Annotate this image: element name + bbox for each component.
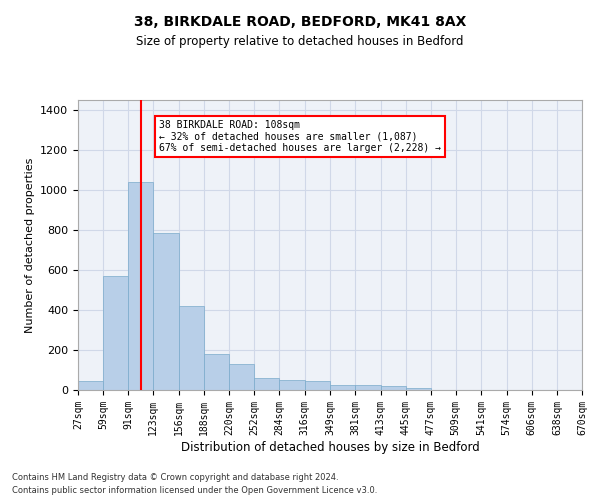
Bar (380, 386, 406, 390)
Bar (331, 384, 355, 390)
Bar (406, 388, 431, 390)
Bar (229, 364, 254, 390)
Text: Size of property relative to detached houses in Bedford: Size of property relative to detached ho… (136, 35, 464, 48)
Text: Contains public sector information licensed under the Open Government Licence v3: Contains public sector information licen… (12, 486, 377, 495)
Bar (254, 378, 280, 390)
Bar (204, 354, 229, 390)
Bar (305, 382, 331, 390)
Bar (179, 306, 204, 390)
Bar (128, 182, 153, 390)
Bar (103, 276, 128, 390)
X-axis label: Distribution of detached houses by size in Bedford: Distribution of detached houses by size … (181, 440, 479, 454)
Y-axis label: Number of detached properties: Number of detached properties (25, 158, 35, 332)
Text: Contains HM Land Registry data © Crown copyright and database right 2024.: Contains HM Land Registry data © Crown c… (12, 474, 338, 482)
Text: 38, BIRKDALE ROAD, BEDFORD, MK41 8AX: 38, BIRKDALE ROAD, BEDFORD, MK41 8AX (134, 15, 466, 29)
Bar (280, 380, 305, 390)
Bar (78, 380, 103, 390)
Bar (355, 384, 380, 390)
Bar (153, 234, 179, 390)
Text: 38 BIRKDALE ROAD: 108sqm
← 32% of detached houses are smaller (1,087)
67% of sem: 38 BIRKDALE ROAD: 108sqm ← 32% of detach… (159, 120, 441, 153)
